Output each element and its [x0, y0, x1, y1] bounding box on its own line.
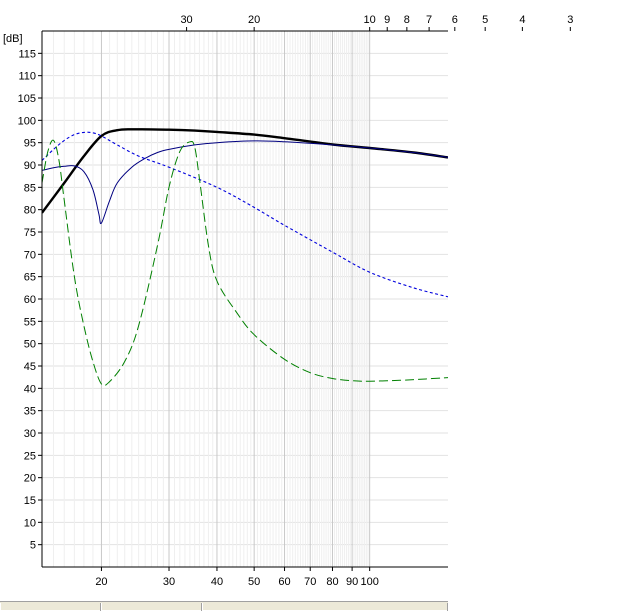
y-tick-label: 15 — [24, 495, 36, 507]
top-tick-label: 4 — [519, 14, 525, 26]
x-tick-label: 20 — [95, 576, 107, 588]
top-tick-label: 10 — [364, 14, 376, 26]
x-tick-label: 30 — [163, 576, 175, 588]
x-tick-label: 90 — [346, 576, 358, 588]
top-tick-label: 6 — [452, 14, 458, 26]
top-tick-label: 8 — [404, 14, 410, 26]
y-tick-label: 5 — [30, 540, 36, 552]
x-tick-label: 40 — [211, 576, 223, 588]
y-axis-unit-label: [dB] — [3, 33, 23, 45]
y-tick-label: 55 — [24, 316, 36, 328]
x-tick-label: 80 — [326, 576, 338, 588]
status-cell — [101, 603, 202, 611]
top-tick-label: 30 — [180, 14, 192, 26]
top-tick-label: 7 — [426, 14, 432, 26]
y-tick-label: 95 — [24, 138, 36, 150]
x-tick-label: 60 — [278, 576, 290, 588]
tick-labels: 5101520253035404550556065707580859095100… — [18, 14, 574, 588]
y-tick-label: 60 — [24, 294, 36, 306]
y-tick-label: 70 — [24, 249, 36, 261]
x-tick-label: 50 — [248, 576, 260, 588]
status-cell — [202, 603, 448, 611]
y-tick-label: 100 — [18, 115, 36, 127]
y-tick-label: 25 — [24, 450, 36, 462]
y-tick-label: 115 — [18, 48, 36, 60]
top-tick-label: 5 — [482, 14, 488, 26]
y-tick-label: 65 — [24, 272, 36, 284]
y-tick-label: 75 — [24, 227, 36, 239]
series-layer — [42, 128, 448, 387]
y-tick-label: 50 — [24, 339, 36, 351]
y-tick-label: 10 — [24, 517, 36, 529]
x-tick-label: 70 — [304, 576, 316, 588]
status-bar — [0, 601, 448, 611]
y-tick-label: 85 — [24, 182, 36, 194]
axes — [38, 27, 571, 571]
series-line-2 — [42, 140, 448, 225]
y-tick-label: 20 — [24, 473, 36, 485]
y-tick-label: 35 — [24, 406, 36, 418]
vertical-gridlines — [52, 31, 371, 567]
top-tick-label: 3 — [567, 14, 573, 26]
y-tick-label: 30 — [24, 428, 36, 440]
y-tick-label: 45 — [24, 361, 36, 373]
status-cell — [0, 603, 101, 611]
top-tick-label: 9 — [384, 14, 390, 26]
y-tick-label: 110 — [18, 71, 36, 83]
series-line-3 — [42, 131, 448, 298]
top-tick-label: 20 — [248, 14, 260, 26]
y-tick-label: 90 — [24, 160, 36, 172]
y-tick-label: 40 — [24, 383, 36, 395]
x-tick-label: 100 — [360, 576, 378, 588]
y-tick-label: 80 — [24, 205, 36, 217]
series-line-4 — [42, 139, 448, 387]
y-tick-label: 105 — [18, 93, 36, 105]
